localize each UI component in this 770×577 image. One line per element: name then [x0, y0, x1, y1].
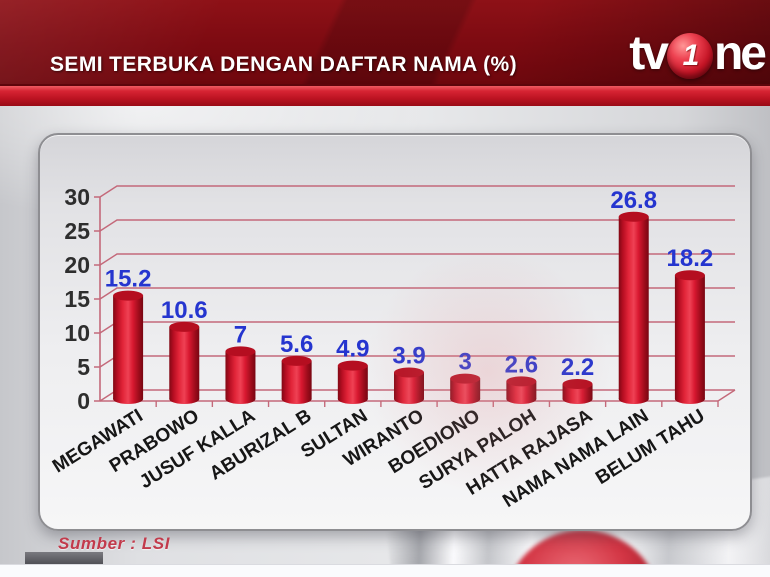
bar-top — [506, 376, 537, 387]
bar-top — [281, 355, 312, 366]
chart-panel: 0 5 10 15 20 25 30 15.2 MEGAWATI 10.6 PRABOWO 7 JUSU… — [38, 133, 752, 531]
y-axis-label: 5 — [77, 354, 90, 380]
bar-sultan — [337, 360, 368, 404]
bar-jusuf-kalla — [225, 346, 256, 404]
bar-top — [562, 379, 593, 390]
bar-value-label: 26.8 — [610, 187, 657, 214]
bar-value-label: 2.2 — [561, 354, 594, 381]
bar-body — [337, 365, 368, 399]
gridline — [94, 355, 735, 368]
gridline — [94, 253, 735, 266]
bar-nama-nama-lain — [618, 211, 649, 404]
gridline — [94, 389, 735, 402]
bar-body — [225, 351, 256, 399]
y-axis-label: 25 — [64, 218, 90, 244]
bar-boediono — [450, 373, 481, 404]
bar-value-label: 10.6 — [161, 297, 208, 324]
red-divider-strip — [0, 84, 770, 106]
gridline — [94, 219, 735, 232]
y-axis-label: 10 — [64, 320, 90, 346]
bottom-white-band — [0, 564, 770, 577]
bottom-dark-bar — [25, 552, 103, 565]
logo-one-digit: 1 — [682, 39, 700, 72]
bar-prabowo — [169, 321, 200, 404]
gridline — [94, 321, 735, 334]
bar-value-label: 18.2 — [667, 245, 714, 272]
bar-body — [674, 275, 705, 399]
tvone-logo: tv 1 ne — [629, 26, 767, 82]
bar-body — [281, 360, 312, 399]
source-note: Sumber : LSI — [58, 534, 171, 553]
bar-aburizal-b — [281, 355, 312, 404]
y-axis-label: 0 — [77, 388, 90, 414]
y-axis-label: 30 — [64, 184, 90, 210]
bar-body — [113, 295, 144, 399]
logo-tv-text: tv — [629, 27, 669, 80]
bar-top — [113, 290, 144, 301]
bar-surya-paloh — [506, 376, 537, 404]
y-axis-label: 20 — [64, 252, 90, 278]
bar-top — [169, 321, 200, 332]
bar-belum-tahu — [674, 270, 705, 404]
bar-body — [618, 216, 649, 399]
floor-right-edge — [717, 389, 736, 402]
bar-value-label: 15.2 — [105, 266, 152, 293]
bar-top — [394, 367, 424, 378]
headline: SEMI TERBUKA DENGAN DAFTAR NAMA (%) — [50, 53, 518, 76]
bar-hatta-rajasa — [562, 379, 593, 404]
bar-value-label: 7 — [234, 321, 247, 348]
gridline — [94, 185, 735, 198]
bar-value-label: 3.9 — [392, 342, 425, 369]
bar-chart: 05101520253015.2MEGAWATI10.6PRABOWO7JUSU… — [49, 184, 736, 512]
bar-body — [169, 326, 200, 399]
gridline — [94, 287, 735, 300]
header-bar: SEMI TERBUKA DENGAN DAFTAR NAMA (%) tv 1… — [0, 0, 770, 84]
logo-one-sphere-icon: 1 — [666, 33, 713, 79]
bar-top — [674, 270, 705, 281]
bar-top — [225, 346, 256, 357]
bar-value-label: 4.9 — [336, 336, 369, 363]
bar-value-label: 3 — [459, 349, 472, 376]
bar-top — [618, 211, 649, 222]
y-axis-label: 15 — [64, 286, 90, 312]
bar-megawati — [113, 290, 144, 404]
bar-top — [450, 373, 481, 384]
bar-wiranto — [394, 367, 424, 404]
logo-ne-text: ne — [713, 27, 767, 80]
studio-background: 0 5 10 15 20 25 30 15.2 MEGAWATI 10.6 PRABOWO 7 JUSU… — [0, 106, 770, 577]
bar-body — [450, 378, 481, 399]
bar-value-label: 5.6 — [280, 331, 313, 358]
bar-value-label: 2.6 — [505, 351, 538, 378]
bar-body — [506, 381, 537, 399]
bar-top — [337, 360, 368, 371]
